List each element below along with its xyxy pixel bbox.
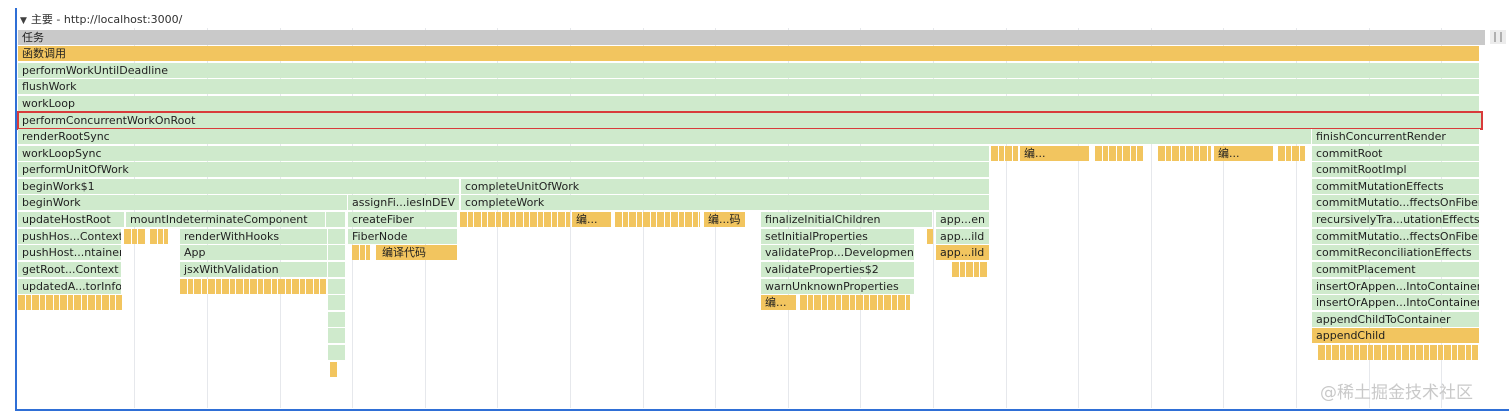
frame-small[interactable] [328,229,346,244]
frame-commitRoot[interactable]: commitRoot [1312,146,1480,161]
main-track-header[interactable]: ▼ 主要 - http://localhost:3000/ [20,12,182,27]
frame-workLoopSync[interactable]: workLoopSync [18,146,990,161]
frame-beginWork[interactable]: beginWork [18,195,348,210]
frame-commitMutationEffects[interactable]: commitMutationEffects [1312,179,1480,194]
frame-finalizeInitialChildren[interactable]: finalizeInitialChildren [761,212,933,227]
frame-setInitialProperties[interactable]: setInitialProperties [761,229,915,244]
script-chunk[interactable] [1318,345,1478,360]
frame-compile-5[interactable]: 编...码 [704,212,746,227]
frame-recursivelyTraverseMutationEffects[interactable]: recursivelyTra...utationEffects [1312,212,1480,227]
frame-finishConcurrentRender[interactable]: finishConcurrentRender [1312,129,1480,144]
script-chunk[interactable] [330,362,338,377]
script-chunk[interactable] [1095,146,1143,161]
main-track-title: 主要 - http://localhost:3000/ [30,13,183,26]
script-chunk[interactable] [615,212,700,227]
frame-insertOrAppendPlacementNodeIntoContainer-2[interactable]: insertOrAppen...IntoContainer [1312,295,1480,310]
frame-warnUnknownProperties[interactable]: warnUnknownProperties [761,279,915,294]
frame-small[interactable] [328,279,346,294]
frame-commitRootImpl[interactable]: commitRootImpl [1312,162,1480,177]
script-chunk[interactable] [991,146,1019,161]
frame-small[interactable] [328,345,346,360]
frame-small[interactable] [328,245,346,260]
frame-commitMutationEffectsOnFiber-1[interactable]: commitMutatio...ffectsOnFiber [1312,195,1480,210]
script-chunk[interactable] [124,229,146,244]
frame-performUnitOfWork[interactable]: performUnitOfWork [18,162,990,177]
frame-beginWork-1[interactable]: beginWork$1 [18,179,460,194]
frame-small[interactable] [328,312,346,327]
frame-compile-1[interactable]: 编... [1020,146,1090,161]
frame-small[interactable] [326,212,346,227]
script-chunk[interactable] [18,295,122,310]
frame-FiberNode[interactable]: FiberNode [348,229,458,244]
script-chunk[interactable] [1278,146,1306,161]
frame-appendChild-2[interactable]: app...ild [936,245,990,260]
frame-appendChild-1[interactable]: app...ild [936,229,990,244]
frame-renderWithHooks[interactable]: renderWithHooks [180,229,328,244]
frame-validateProperties2[interactable]: validateProperties$2 [761,262,915,277]
frame-insertOrAppendPlacementNodeIntoContainer-1[interactable]: insertOrAppen...IntoContainer [1312,279,1480,294]
script-chunk[interactable] [460,212,570,227]
frame-compile-3[interactable]: 编... [572,212,612,227]
frame-completeUnitOfWork[interactable]: completeUnitOfWork [461,179,990,194]
function-call-bar[interactable]: 函数调用 [18,46,1480,61]
script-chunk[interactable] [927,229,933,244]
script-chunk[interactable] [1158,146,1211,161]
frame-pushHostContext[interactable]: pushHos...Context [18,229,122,244]
frame-workLoop[interactable]: workLoop [18,96,1480,111]
script-chunk[interactable] [952,262,988,277]
frame-small[interactable] [328,328,346,343]
frame-performWorkUntilDeadline[interactable]: performWorkUntilDeadline [18,63,1480,78]
frame-commitMutationEffectsOnFiber-2[interactable]: commitMutatio...ffectsOnFiber [1312,229,1480,244]
frame-validatePropertiesDevelopment[interactable]: validateProp...Development [761,245,915,260]
task-bar[interactable]: 任务 [18,30,1485,45]
frame-appendChild[interactable]: appendChild [1312,328,1480,343]
frame-createFiber[interactable]: createFiber [348,212,458,227]
script-chunk[interactable] [800,295,910,310]
frame-appendChildToContainer[interactable]: appendChildToContainer [1312,312,1480,327]
script-chunk[interactable] [150,229,168,244]
scroll-handle[interactable] [1490,30,1506,44]
frame-assignFiberProperties[interactable]: assignFi...iesInDEV [348,195,460,210]
frame-commitReconciliationEffects[interactable]: commitReconciliationEffects [1312,245,1480,260]
frame-small[interactable] [328,262,346,277]
frame-commitPlacement[interactable]: commitPlacement [1312,262,1480,277]
frame-compile-code[interactable]: 编译代码 [376,245,458,260]
frame-performConcurrentWorkOnRoot-selected[interactable]: performConcurrentWorkOnRoot [17,111,1483,130]
frame-jsxWithValidation[interactable]: jsxWithValidation [180,262,328,277]
collapse-triangle-icon[interactable]: ▼ [20,16,27,26]
frame-pushHostContainer[interactable]: pushHost...ntainer [18,245,122,260]
frame-renderRootSync[interactable]: renderRootSync [18,129,1312,144]
frame-small[interactable] [328,295,346,310]
frame-compile-2[interactable]: 编... [1214,146,1274,161]
frame-App[interactable]: App [180,245,328,260]
frame-completeWork[interactable]: completeWork [461,195,990,210]
frame-compile-4[interactable]: 编... [761,295,797,310]
script-chunk[interactable] [352,245,370,260]
frame-updatedAncestorInfo[interactable]: updatedA...torInfo [18,279,122,294]
frame-appendAllChildren[interactable]: app...en [936,212,990,227]
frame-updateHostRoot[interactable]: updateHostRoot [18,212,125,227]
main-thread-panel [15,8,1509,411]
script-chunk[interactable] [180,279,326,294]
frame-mountIndeterminateComponent[interactable]: mountIndeterminateComponent [126,212,326,227]
frame-getRootHostContext[interactable]: getRoot...Context [18,262,122,277]
watermark: @稀土掘金技术社区 [1320,383,1473,403]
frame-flushWork[interactable]: flushWork [18,79,1480,94]
